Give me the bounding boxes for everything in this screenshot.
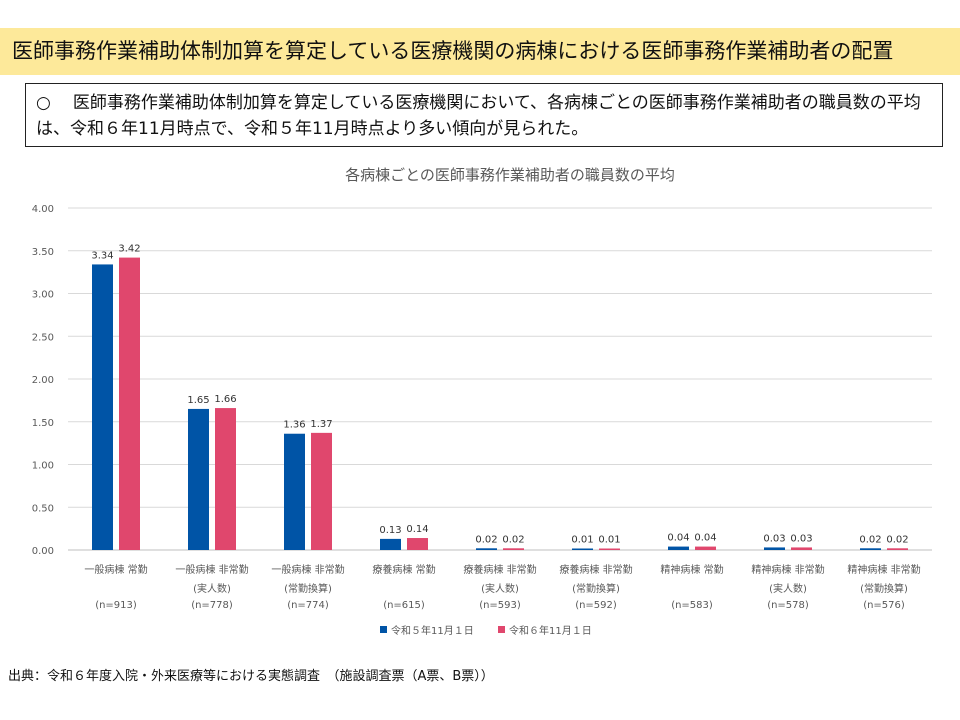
source-note: 出典：令和６年度入院・外来医療等における実態調査 （施設調査票（A票、B票）） — [8, 669, 494, 684]
data-label: 1.65 — [187, 395, 209, 406]
legend-item-r5: 令和５年11月１日 — [391, 624, 474, 637]
y-tick-label: 1.50 — [32, 418, 54, 429]
data-label: 1.36 — [283, 420, 305, 431]
data-label: 0.04 — [694, 533, 716, 544]
category-n-label: (n=615) — [383, 600, 425, 611]
summary-text: 医師事務作業補助体制加算を算定している医療機関において、各病棟ごとの医師事務作業… — [36, 93, 921, 139]
bar-r6 — [695, 546, 716, 550]
data-label: 1.37 — [310, 419, 332, 430]
bar-r5 — [572, 548, 593, 550]
data-label: 0.13 — [379, 525, 401, 536]
category-n-label: (n=774) — [287, 600, 329, 611]
category-label: (実人数) — [481, 582, 519, 595]
category-label: 療養病棟 常勤 — [372, 563, 435, 576]
y-tick-label: 2.00 — [32, 375, 54, 386]
category-label: 一般病棟 非常勤 — [175, 563, 248, 576]
category-label: (常勤換算) — [860, 582, 908, 595]
summary-text-block: ○ 医師事務作業補助体制加算を算定している医療機関において、各病棟ごとの医師事務作… — [36, 90, 936, 142]
category-label: (常勤換算) — [572, 582, 620, 595]
legend-item-r6: 令和６年11月１日 — [509, 624, 592, 637]
y-tick-label: 2.50 — [32, 332, 54, 343]
bar-r5 — [668, 546, 689, 550]
y-tick-label: 0.50 — [32, 503, 54, 514]
category-label: (実人数) — [769, 582, 807, 595]
bar-r6 — [791, 547, 812, 550]
bar-r5 — [764, 547, 785, 550]
data-label: 3.34 — [91, 250, 113, 261]
category-label: (実人数) — [193, 582, 231, 595]
summary-bullet: ○ — [36, 93, 51, 113]
chart-title: 各病棟ごとの医師事務作業補助者の職員数の平均 — [345, 166, 675, 184]
bar-r6 — [407, 538, 428, 550]
bar-r5 — [860, 548, 881, 550]
page-title: 医師事務作業補助体制加算を算定している医療機関の病棟における医師事務作業補助者の… — [12, 39, 894, 63]
category-n-label: (n=583) — [671, 600, 713, 611]
data-label: 0.02 — [475, 534, 497, 545]
legend-swatch — [498, 626, 505, 633]
category-n-label: (n=592) — [575, 600, 617, 611]
bar-r5 — [284, 433, 305, 550]
category-label: 一般病棟 非常勤 — [271, 563, 344, 576]
bar-r5 — [380, 538, 401, 550]
category-n-label: (n=913) — [95, 600, 137, 611]
y-tick-label: 1.00 — [32, 461, 54, 472]
data-label: 0.14 — [406, 524, 428, 535]
category-n-label: (n=778) — [191, 600, 233, 611]
data-label: 0.02 — [886, 534, 908, 545]
y-tick-label: 3.00 — [32, 290, 54, 301]
category-label: (常勤換算) — [284, 582, 332, 595]
bar-r6 — [599, 548, 620, 550]
summary-box — [25, 83, 943, 147]
data-label: 0.03 — [790, 533, 812, 544]
y-tick-label: 0.00 — [32, 546, 54, 557]
category-n-label: (n=576) — [863, 600, 905, 611]
bar-r6 — [215, 408, 236, 550]
category-label: 精神病棟 非常勤 — [847, 563, 920, 576]
category-label: 療養病棟 非常勤 — [463, 563, 536, 576]
title-bar — [0, 28, 960, 75]
bar-r5 — [188, 408, 209, 550]
data-label: 0.01 — [571, 535, 593, 546]
data-label: 0.03 — [763, 533, 785, 544]
data-label: 0.02 — [859, 534, 881, 545]
bar-chart: 各病棟ごとの医師事務作業補助者の職員数の平均 0.00 0.50 1.00 1.50 2.… — [32, 166, 932, 637]
data-label: 1.66 — [214, 394, 236, 405]
y-tick-label: 4.00 — [32, 204, 54, 215]
y-tick-label: 3.50 — [32, 247, 54, 258]
category-label: 一般病棟 常勤 — [84, 563, 147, 576]
category-n-label: (n=593) — [479, 600, 521, 611]
bar-r6 — [119, 257, 140, 550]
bar-r6 — [311, 432, 332, 550]
category-label: 精神病棟 常勤 — [660, 563, 723, 576]
data-label: 0.02 — [502, 534, 524, 545]
category-n-label: (n=578) — [767, 600, 809, 611]
data-label: 0.01 — [598, 535, 620, 546]
legend-swatch — [380, 626, 387, 633]
category-label: 精神病棟 非常勤 — [751, 563, 824, 576]
data-label: 0.04 — [667, 533, 689, 544]
bar-r5 — [92, 264, 113, 550]
bar-r6 — [887, 548, 908, 550]
data-label: 3.42 — [118, 244, 140, 255]
bar-r5 — [476, 548, 497, 550]
category-label: 療養病棟 非常勤 — [559, 563, 632, 576]
bar-r6 — [503, 548, 524, 550]
